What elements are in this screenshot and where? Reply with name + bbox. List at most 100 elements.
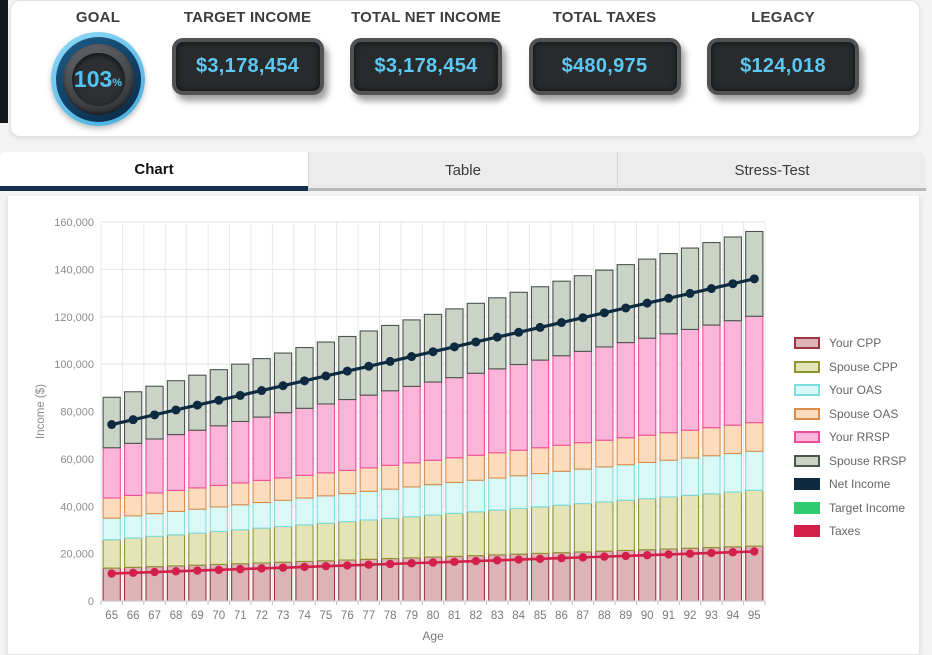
legacy-display: $124,018 xyxy=(707,38,859,95)
svg-text:72: 72 xyxy=(255,610,268,622)
x-axis-labels: 65 66 67 68 69 70 71 72 73 74 75 76 77 78 79 80 81 82 83 84… xyxy=(105,610,760,622)
svg-text:69: 69 xyxy=(191,610,204,622)
target-income-label: TARGET INCOME xyxy=(183,9,312,26)
total-taxes-label: TOTAL TAXES xyxy=(552,9,657,26)
tab-chart[interactable]: Chart xyxy=(0,152,308,191)
svg-text:140,000: 140,000 xyxy=(54,264,94,276)
legend-swatch xyxy=(794,478,820,490)
legacy-label: LEGACY xyxy=(751,9,815,26)
taxes-line xyxy=(107,547,759,578)
target-income-value: $3,178,454 xyxy=(195,55,300,77)
legend-label: Your CPP xyxy=(829,336,882,350)
legend-label: Spouse OAS xyxy=(829,406,899,421)
svg-text:86: 86 xyxy=(555,610,568,622)
svg-text:92: 92 xyxy=(684,610,697,622)
y-axis-title: Income ($) xyxy=(35,384,47,439)
svg-text:80: 80 xyxy=(427,610,440,622)
legend-label: Spouse RRSP xyxy=(829,453,907,468)
goal-gauge-face: 103 % xyxy=(71,52,125,106)
tab-table[interactable]: Table xyxy=(308,152,617,191)
goal-value: 103 xyxy=(73,65,113,92)
svg-text:85: 85 xyxy=(534,610,547,622)
summary-header: GOAL 103 % TARGET INCOME $3,178,454 TOTA… xyxy=(10,0,920,137)
legend-label: Your RRSP xyxy=(829,430,890,444)
legend-item-spouse-cpp[interactable]: Spouse CPP xyxy=(794,360,906,374)
svg-text:40,000: 40,000 xyxy=(60,501,94,513)
series-your-rrsp xyxy=(102,315,764,499)
goal-gauge: 103 % xyxy=(51,32,145,126)
legend-swatch xyxy=(794,384,820,396)
legend-swatch xyxy=(794,407,820,420)
total-net-income-label: TOTAL NET INCOME xyxy=(351,9,501,26)
legend-item-your-rrsp[interactable]: Your RRSP xyxy=(794,430,906,444)
x-axis-ticks xyxy=(100,600,766,605)
svg-text:90: 90 xyxy=(641,610,654,622)
svg-text:60,000: 60,000 xyxy=(60,454,94,466)
svg-text:82: 82 xyxy=(469,610,482,622)
goal-label: GOAL xyxy=(75,9,121,26)
legend-label: Spouse CPP xyxy=(829,359,898,374)
svg-text:95: 95 xyxy=(748,610,761,622)
legend-item-spouse-oas[interactable]: Spouse OAS xyxy=(794,407,906,421)
svg-text:88: 88 xyxy=(598,610,611,622)
bars-group xyxy=(102,230,764,602)
svg-text:89: 89 xyxy=(619,610,632,622)
net-income-line xyxy=(107,274,759,430)
svg-text:77: 77 xyxy=(362,610,375,622)
legend-item-your-cpp[interactable]: Your CPP xyxy=(794,336,906,350)
view-tabs: Chart Table Stress-Test xyxy=(0,152,926,191)
legend-item-net-income[interactable]: Net Income xyxy=(794,477,906,491)
legend-item-taxes[interactable]: Taxes xyxy=(794,524,906,538)
total-taxes-value: $480,975 xyxy=(561,55,648,77)
series-spouse-oas xyxy=(102,422,764,519)
legend-label: Your OAS xyxy=(829,383,882,397)
series-your-oas xyxy=(102,450,764,541)
series-your-cpp xyxy=(102,545,764,602)
goal-gauge-ring: 103 % xyxy=(55,36,141,122)
tab-stress-test[interactable]: Stress-Test xyxy=(617,152,926,191)
svg-text:71: 71 xyxy=(234,610,247,622)
svg-text:79: 79 xyxy=(405,610,418,622)
goal-gauge-knob: 103 % xyxy=(62,43,134,115)
svg-text:100,000: 100,000 xyxy=(54,359,94,371)
target-income-stat: TARGET INCOME $3,178,454 xyxy=(171,9,324,95)
svg-text:81: 81 xyxy=(448,610,461,622)
svg-text:120,000: 120,000 xyxy=(54,312,94,324)
legend-item-target-income[interactable]: Target Income xyxy=(794,501,906,515)
svg-text:83: 83 xyxy=(491,610,504,622)
legend-label: Net Income xyxy=(829,477,891,491)
legacy-stat: LEGACY $124,018 xyxy=(707,9,859,95)
svg-text:91: 91 xyxy=(662,610,675,622)
total-net-income-value: $3,178,454 xyxy=(374,55,478,77)
svg-text:84: 84 xyxy=(512,610,525,622)
svg-text:80,000: 80,000 xyxy=(60,407,94,419)
svg-text:75: 75 xyxy=(320,610,333,622)
legend-swatch xyxy=(794,360,820,373)
svg-text:74: 74 xyxy=(298,610,311,622)
legend-swatch xyxy=(794,431,820,443)
y-axis-labels: 0 20,000 40,000 60,000 80,000 100,000 120,000 1… xyxy=(54,217,94,608)
svg-text:65: 65 xyxy=(105,610,118,622)
total-taxes-display: $480,975 xyxy=(528,38,681,95)
window-edge-strip xyxy=(0,0,8,123)
legend-swatch xyxy=(794,525,820,537)
svg-text:87: 87 xyxy=(577,610,590,622)
legend-item-spouse-rrsp[interactable]: Spouse RRSP xyxy=(794,454,906,468)
goal-stat: GOAL 103 % xyxy=(51,9,145,126)
total-taxes-stat: TOTAL TAXES $480,975 xyxy=(528,9,681,95)
goal-unit: % xyxy=(112,76,123,89)
svg-text:0: 0 xyxy=(88,596,94,608)
chart-legend: Your CPP Spouse CPP Your OAS Spouse OAS Your… xyxy=(794,336,906,548)
legend-label: Taxes xyxy=(829,524,861,538)
total-net-income-stat: TOTAL NET INCOME $3,178,454 xyxy=(350,9,502,95)
svg-text:160,000: 160,000 xyxy=(54,217,94,229)
legend-swatch xyxy=(794,337,820,349)
svg-text:93: 93 xyxy=(705,610,718,622)
svg-text:67: 67 xyxy=(148,610,161,622)
legend-label: Target Income xyxy=(829,500,906,515)
legend-item-your-oas[interactable]: Your OAS xyxy=(794,383,906,397)
svg-text:78: 78 xyxy=(384,610,397,622)
svg-text:70: 70 xyxy=(212,610,225,622)
total-net-income-display: $3,178,454 xyxy=(350,38,502,95)
target-income-display: $3,178,454 xyxy=(171,38,324,95)
